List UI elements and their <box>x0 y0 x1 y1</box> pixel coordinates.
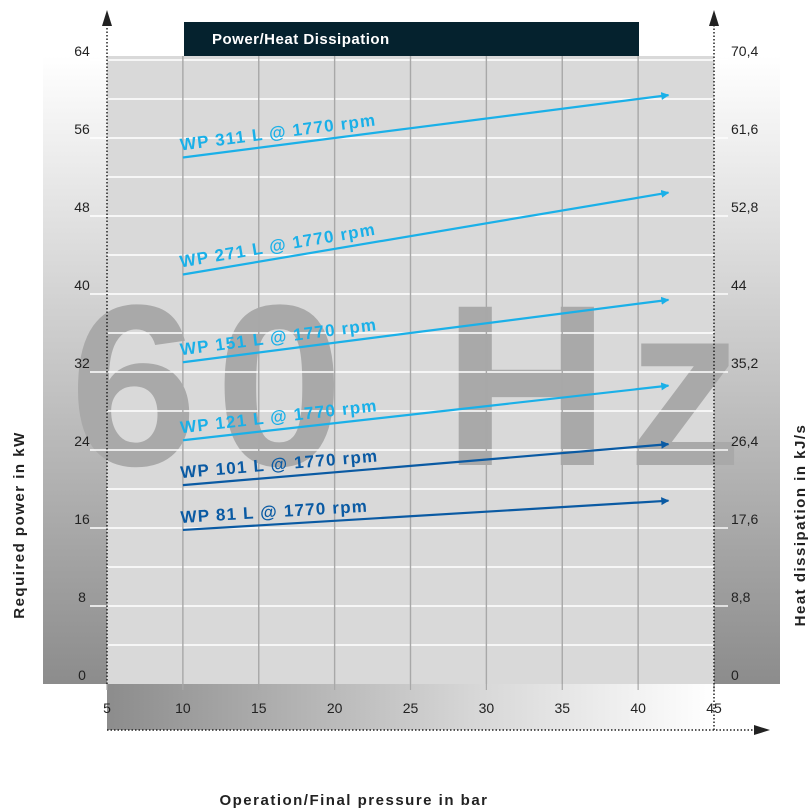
right-axis-panel <box>714 56 780 684</box>
x-tick-label: 15 <box>251 700 267 716</box>
y2-tick-label: 61,6 <box>731 121 758 137</box>
x-tick-label: 5 <box>103 700 111 716</box>
y2-tick-label: 44 <box>731 277 747 293</box>
y2-tick-label: 8,8 <box>731 589 751 605</box>
series-line <box>182 497 670 532</box>
y2-tick-label: 26,4 <box>731 433 758 449</box>
left-axis-panel <box>43 56 107 684</box>
x-axis-arrow-icon <box>754 725 770 735</box>
y-tick-label: 56 <box>74 121 90 137</box>
series-line <box>182 440 670 487</box>
series-line <box>182 382 670 442</box>
y-tick-label: 8 <box>78 589 86 605</box>
y-axis-title: Required power in kW <box>11 431 28 619</box>
x-tick-label: 20 <box>327 700 343 716</box>
series-line <box>182 296 670 364</box>
y-tick-label: 0 <box>78 667 86 683</box>
x-tick-label: 25 <box>403 700 419 716</box>
y2-tick-label: 52,8 <box>731 199 758 215</box>
y2-axis-ticks: 0 8,8 17,6 26,4 35,2 44 52,8 61,6 70,4 <box>714 43 758 683</box>
x-tick-label: 10 <box>175 700 191 716</box>
y-tick-label: 32 <box>74 355 90 371</box>
y-tick-label: 40 <box>74 277 90 293</box>
x-tick-label: 35 <box>554 700 570 716</box>
y-tick-label: 48 <box>74 199 90 215</box>
x-axis-bar <box>107 684 714 730</box>
y-axis-ticks: 0 8 16 24 32 40 48 56 64 <box>74 43 107 683</box>
y2-tick-label: 35,2 <box>731 355 758 371</box>
x-axis-ticks: 5 10 15 20 25 30 35 40 45 <box>103 684 722 716</box>
y-tick-label: 24 <box>74 433 90 449</box>
y-tick-label: 64 <box>74 43 90 59</box>
series-line <box>182 189 670 276</box>
left-axis-arrow-icon <box>102 10 112 26</box>
x-axis-title: Operation/Final pressure in bar <box>219 792 488 809</box>
y2-tick-label: 17,6 <box>731 511 758 527</box>
chart-title: Power/Heat Dissipation <box>212 31 390 48</box>
right-axis-arrow-icon <box>709 10 719 26</box>
series-line <box>182 92 670 159</box>
grid-lines <box>107 20 714 684</box>
watermark-text: 60 Hz <box>70 257 761 514</box>
title-banner <box>184 22 639 56</box>
x-tick-label: 30 <box>479 700 495 716</box>
y2-tick-label: 0 <box>731 667 739 683</box>
y-tick-label: 16 <box>74 511 90 527</box>
x-tick-label: 40 <box>630 700 646 716</box>
y2-axis-title: Heat dissipation in kJ/s <box>792 424 808 627</box>
y2-tick-label: 70,4 <box>731 43 758 59</box>
